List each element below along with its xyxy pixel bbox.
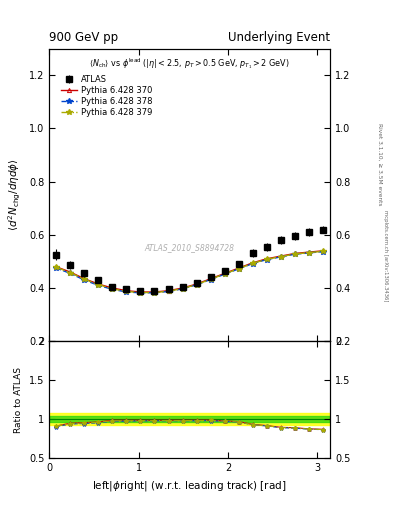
Pythia 6.428 370 xyxy=(279,253,283,259)
Pythia 6.428 370 xyxy=(152,289,157,295)
Pythia 6.428 378 xyxy=(250,261,255,267)
Pythia 6.428 370 xyxy=(208,275,213,282)
Pythia 6.428 379 xyxy=(138,289,143,295)
Text: mcplots.cern.ch [arXiv:1306.3436]: mcplots.cern.ch [arXiv:1306.3436] xyxy=(383,210,387,302)
Pythia 6.428 370 xyxy=(138,289,143,295)
Pythia 6.428 378 xyxy=(180,286,185,292)
Pythia 6.428 378 xyxy=(138,290,143,296)
Bar xyxy=(49,416,330,422)
Pythia 6.428 378 xyxy=(68,270,73,276)
Pythia 6.428 370 xyxy=(292,250,297,257)
Pythia 6.428 378 xyxy=(292,251,297,258)
Pythia 6.428 378 xyxy=(264,257,269,263)
Pythia 6.428 370 xyxy=(222,270,227,276)
Pythia 6.428 379 xyxy=(180,286,185,292)
Pythia 6.428 378 xyxy=(194,282,199,288)
Pythia 6.428 370 xyxy=(124,288,129,294)
Pythia 6.428 378 xyxy=(124,289,129,295)
Pythia 6.428 378 xyxy=(82,277,86,283)
Pythia 6.428 378 xyxy=(307,250,311,256)
Pythia 6.428 370 xyxy=(264,255,269,262)
Text: Underlying Event: Underlying Event xyxy=(228,31,330,44)
Line: Pythia 6.428 379: Pythia 6.428 379 xyxy=(53,248,326,295)
Pythia 6.428 379 xyxy=(264,256,269,262)
Pythia 6.428 379 xyxy=(307,249,311,255)
Pythia 6.428 378 xyxy=(110,286,115,292)
Pythia 6.428 370 xyxy=(82,275,86,282)
Pythia 6.428 378 xyxy=(279,254,283,260)
Pythia 6.428 379 xyxy=(222,271,227,277)
Pythia 6.428 379 xyxy=(96,282,101,288)
Pythia 6.428 379 xyxy=(82,276,86,282)
Pythia 6.428 379 xyxy=(250,260,255,266)
Pythia 6.428 370 xyxy=(96,281,101,287)
Pythia 6.428 370 xyxy=(321,248,325,254)
Y-axis label: $\langle d^2 N_{\rm chg}/d\eta d\phi\rangle$: $\langle d^2 N_{\rm chg}/d\eta d\phi\ran… xyxy=(7,159,23,231)
Pythia 6.428 370 xyxy=(194,281,199,287)
Pythia 6.428 379 xyxy=(321,248,325,254)
Pythia 6.428 378 xyxy=(152,290,157,296)
Pythia 6.428 379 xyxy=(54,264,59,270)
Pythia 6.428 370 xyxy=(110,285,115,291)
Pythia 6.428 378 xyxy=(222,271,227,278)
Pythia 6.428 379 xyxy=(152,289,157,295)
Pythia 6.428 370 xyxy=(68,269,73,275)
Pythia 6.428 370 xyxy=(307,249,311,255)
Pythia 6.428 370 xyxy=(54,264,59,270)
Pythia 6.428 378 xyxy=(236,266,241,272)
Pythia 6.428 379 xyxy=(194,282,199,288)
Pythia 6.428 379 xyxy=(166,288,171,294)
Pythia 6.428 379 xyxy=(68,269,73,275)
Line: Pythia 6.428 370: Pythia 6.428 370 xyxy=(54,249,325,294)
Pythia 6.428 370 xyxy=(250,260,255,266)
Pythia 6.428 378 xyxy=(54,265,59,271)
Pythia 6.428 379 xyxy=(292,251,297,257)
Pythia 6.428 379 xyxy=(279,253,283,260)
Text: $\langle N_{\rm ch}\rangle$ vs $\phi^{\rm lead}$ ($|\eta|<2.5$, $p_T>0.5$ GeV, $: $\langle N_{\rm ch}\rangle$ vs $\phi^{\r… xyxy=(90,56,290,71)
Pythia 6.428 370 xyxy=(236,265,241,271)
Y-axis label: Ratio to ATLAS: Ratio to ATLAS xyxy=(14,367,23,433)
Pythia 6.428 379 xyxy=(236,266,241,272)
Pythia 6.428 378 xyxy=(208,276,213,283)
Legend: ATLAS, Pythia 6.428 370, Pythia 6.428 378, Pythia 6.428 379: ATLAS, Pythia 6.428 370, Pythia 6.428 37… xyxy=(59,73,154,119)
Text: Rivet 3.1.10, ≥ 3.5M events: Rivet 3.1.10, ≥ 3.5M events xyxy=(377,122,382,205)
Pythia 6.428 378 xyxy=(321,248,325,254)
Bar xyxy=(49,413,330,425)
Pythia 6.428 378 xyxy=(166,288,171,294)
Pythia 6.428 378 xyxy=(96,282,101,288)
Line: Pythia 6.428 378: Pythia 6.428 378 xyxy=(53,249,326,295)
Pythia 6.428 370 xyxy=(180,285,185,291)
Pythia 6.428 379 xyxy=(124,288,129,294)
Pythia 6.428 379 xyxy=(110,286,115,292)
X-axis label: left$|\phi$right$|$ (w.r.t. leading track) [rad]: left$|\phi$right$|$ (w.r.t. leading trac… xyxy=(92,479,287,493)
Text: 900 GeV pp: 900 GeV pp xyxy=(49,31,118,44)
Pythia 6.428 370 xyxy=(166,288,171,294)
Pythia 6.428 379 xyxy=(208,276,213,282)
Text: ATLAS_2010_S8894728: ATLAS_2010_S8894728 xyxy=(145,243,235,252)
